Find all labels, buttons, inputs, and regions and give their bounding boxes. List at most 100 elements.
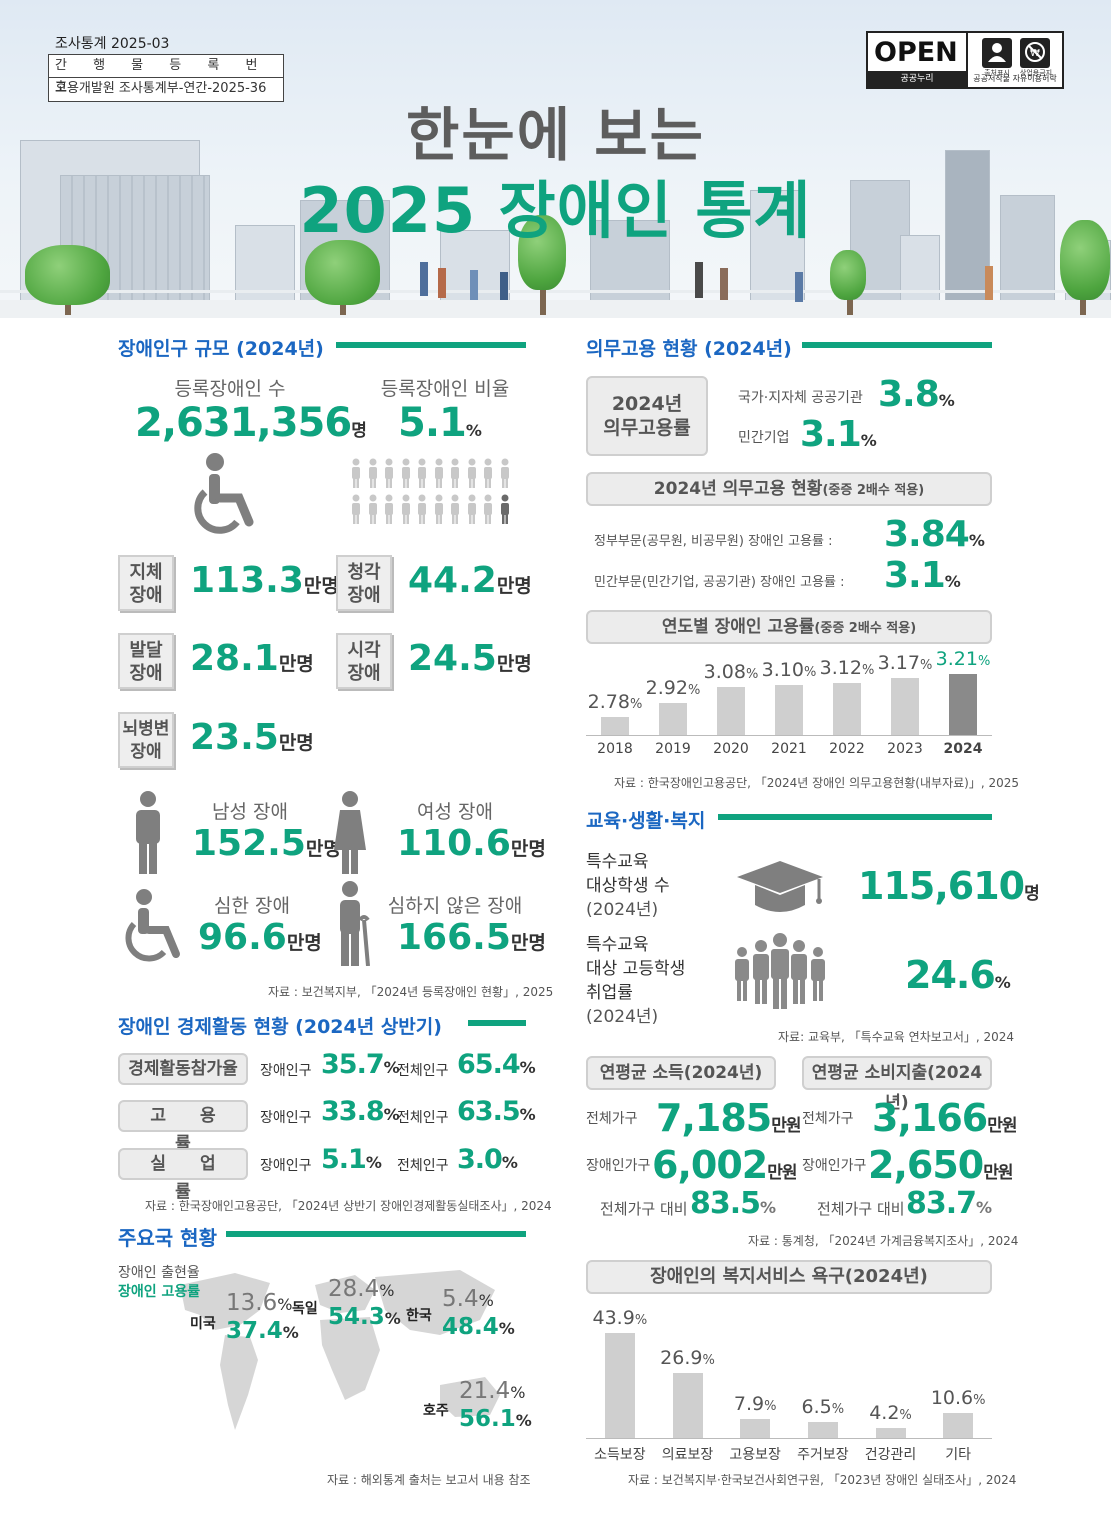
person-icon — [449, 494, 461, 524]
open-license-badge: OPEN 공공누리 ₩ 출처표시 상업용금지 공공저작물 자유이용허락 — [866, 31, 1064, 89]
trend-title-pill: 연도별 장애인 고용률(중증 2배수 적용) — [586, 610, 992, 644]
spend-all-value: 3,166만원 — [872, 1096, 1017, 1140]
category-box-visual: 시각 장애 — [336, 633, 392, 689]
income-title-pill: 연평균 소득(2024년) — [586, 1056, 776, 1090]
income-ratio-value: 83.5% — [690, 1186, 776, 1221]
chart-bar — [891, 678, 919, 735]
economic-total-label: 전체인구 — [397, 1063, 449, 1079]
person-icon — [400, 458, 412, 488]
svg-text:₩: ₩ — [1030, 48, 1040, 59]
wheelchair-icon — [125, 889, 180, 962]
open-license-label: 공공저작물 자유이용허락 — [973, 74, 1057, 83]
tree-illustration — [25, 245, 110, 305]
ratio-value: 5.1 — [398, 400, 467, 446]
chart-x-label: 2021 — [771, 741, 807, 757]
chart-data-label: 3.12% — [819, 657, 875, 679]
country-prevalence: 28.4% — [328, 1276, 395, 1302]
spend-disabled-label: 장애인가구 — [802, 1158, 867, 1174]
section-title-mandatory: 의무고용 현황 (2024년) — [586, 338, 792, 360]
spending-title-pill: 연평균 소비지출(2024년) — [802, 1056, 992, 1113]
category-box-physical: 지체 장애 — [118, 555, 174, 611]
economic-disabled-value: 33.8% — [321, 1096, 400, 1127]
section-divider — [802, 342, 992, 348]
person-illustration — [795, 272, 803, 302]
economic-total-value: 3.0% — [457, 1144, 518, 1175]
female-value: 110.6만명 — [397, 823, 546, 864]
economic-total-label: 전체인구 — [397, 1110, 449, 1126]
chart-x-label: 2024 — [943, 741, 983, 757]
country-prevalence: 5.4% — [442, 1286, 494, 1312]
legend-employment: 장애인 고용률 — [118, 1284, 201, 1300]
person-illustration — [985, 266, 993, 300]
country-name: 독일 — [292, 1301, 318, 1317]
country-prevalence: 21.4% — [459, 1378, 526, 1404]
railing — [0, 290, 1111, 293]
welfare-source: 자료 : 보건복지부·한국보건사회연구원, 「2023년 장애인 실태조사」, … — [628, 1473, 1017, 1487]
severe-label: 심한 장애 — [214, 895, 290, 917]
registered-count: 2,631,356명 — [135, 400, 367, 446]
country-name: 호주 — [423, 1403, 449, 1419]
chart-bar — [717, 687, 745, 735]
country-employment: 56.1% — [459, 1406, 532, 1432]
severe-value: 96.6만명 — [198, 917, 322, 958]
open-logo-subtitle: 공공누리 — [868, 71, 966, 87]
registered-unit: 명 — [351, 421, 367, 441]
chart-bar — [875, 1427, 906, 1438]
chart-x-label: 의료보장 — [661, 1447, 714, 1463]
mandatory-source: 자료 : 한국장애인고용공단, 「2024년 장애인 의무고용현황(내부자료)」… — [614, 776, 1020, 790]
chart-data-label: 6.5% — [801, 1396, 845, 1419]
section-divider — [468, 1020, 526, 1026]
no-commercial-icon: ₩ — [1020, 38, 1050, 68]
country-employment: 54.3% — [328, 1304, 401, 1330]
spend-ratio-value: 83.7% — [906, 1186, 992, 1221]
chart-data-label: 3.10% — [761, 659, 817, 681]
page-title-line2: 2025 장애인 통계 — [299, 174, 812, 247]
male-label: 남성 장애 — [212, 801, 288, 823]
category-box-brain-lesion: 뇌병변 장애 — [118, 712, 174, 768]
income-source: 자료 : 통계청, 「2024년 가계금융복지조사」, 2024 — [748, 1234, 1019, 1248]
person-icon — [367, 458, 379, 488]
person-icon — [383, 494, 395, 524]
chart-data-label: 3.21% — [935, 648, 991, 670]
registration-number: 고용개발원 조사통계부-연간-2025-36 — [55, 81, 267, 96]
category-value-developmental: 28.1만명 — [190, 638, 314, 679]
chart-bar — [807, 1422, 838, 1438]
public-label: 국가·지자체 공공기관 — [738, 390, 863, 406]
countries-source: 자료 : 해외통계 출처는 보고서 내용 참조 — [327, 1473, 531, 1487]
spend-ratio-label: 전체가구 대비 — [817, 1200, 905, 1218]
section-divider — [718, 814, 992, 820]
private-value: 3.1% — [800, 414, 877, 455]
person-icon — [350, 458, 362, 488]
welfare-needs-chart: 43.9% 소득보장 26.9% 의료보장 7.9% 고용보장 6.5% 주거보장 4.2% 건강… — [586, 1300, 992, 1465]
section-title-countries: 주요국 현황 — [118, 1226, 217, 1250]
employment-value: 24.6% — [905, 953, 1011, 997]
economic-disabled-value: 5.1% — [321, 1144, 382, 1175]
economic-total-value: 65.4% — [457, 1049, 536, 1080]
person-illustration — [470, 270, 478, 300]
chart-data-label: 43.9% — [592, 1306, 648, 1329]
priv-employment-label: 민간부문(민간기업, 공공기관) 장애인 고용률 : — [594, 575, 845, 590]
section-title-population: 장애인구 규모 (2024년) — [118, 338, 324, 360]
chart-x-label: 건강관리 — [864, 1447, 917, 1463]
chart-data-label: 26.9% — [660, 1347, 715, 1370]
person-icon — [466, 458, 478, 488]
population-ratio-icon-grid — [350, 458, 516, 528]
registration-box: 간 행 물 등 록 번 호 고용개발원 조사통계부-연간-2025-36 — [48, 54, 284, 102]
private-label: 민간기업 — [738, 430, 790, 446]
chart-data-label: 3.17% — [877, 651, 933, 674]
chart-x-label: 고용보장 — [729, 1447, 781, 1463]
female-label: 여성 장애 — [417, 801, 493, 823]
chart-bar — [833, 683, 861, 735]
person-icon — [416, 458, 428, 488]
mild-label: 심하지 않은 장애 — [387, 895, 523, 917]
category-value-brain-lesion: 23.5만명 — [190, 717, 314, 758]
country-name: 미국 — [190, 1316, 216, 1332]
person-icon — [383, 458, 395, 488]
ratio-value-group: 5.1% — [398, 400, 482, 446]
person-icon — [433, 458, 445, 488]
walkway — [0, 300, 1111, 318]
elderly-cane-icon — [340, 881, 370, 966]
category-box-developmental: 발달 장애 — [118, 633, 174, 689]
chart-axis-line — [586, 1438, 992, 1439]
chart-data-label: 2.78% — [587, 691, 643, 713]
